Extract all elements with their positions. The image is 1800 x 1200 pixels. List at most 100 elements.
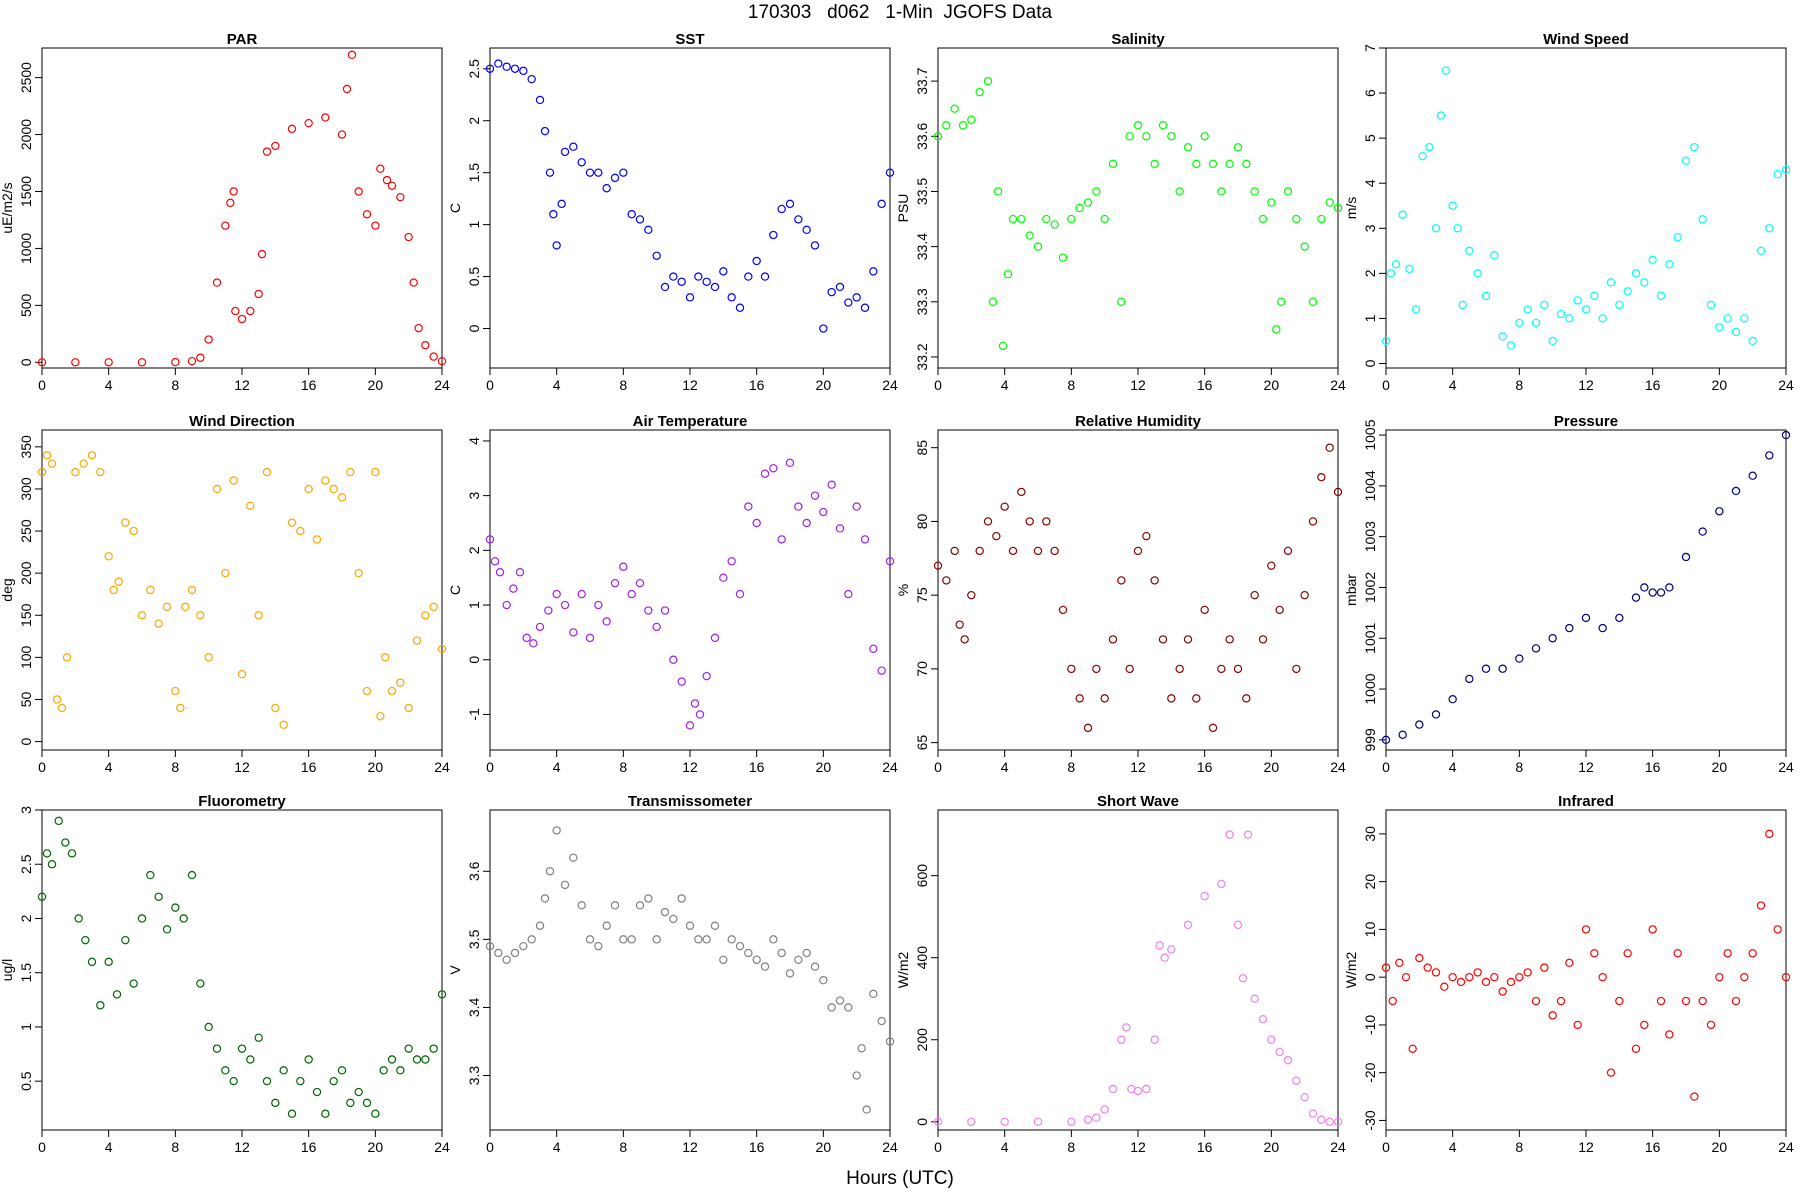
data-point: [975, 546, 984, 556]
data-point: [346, 467, 355, 477]
data-point: [337, 493, 347, 502]
data-point: [549, 210, 558, 219]
data-point: [1325, 443, 1334, 452]
y-tick-label: 33.4: [914, 233, 930, 260]
data-point: [1401, 972, 1411, 982]
data-point: [702, 935, 711, 944]
y-tick-label: 0: [18, 358, 34, 366]
data-point: [844, 589, 853, 599]
x-tick-label: 24: [434, 377, 450, 393]
y-tick-label: 33.2: [914, 343, 930, 370]
y-axis-label: V: [447, 965, 463, 975]
data-point: [1003, 270, 1013, 279]
data-point: [296, 526, 305, 536]
data-point: [371, 467, 380, 477]
data-point: [577, 158, 586, 167]
data-point: [1317, 472, 1326, 482]
data-point: [1715, 507, 1724, 516]
data-point: [719, 573, 728, 582]
data-point: [1598, 972, 1607, 982]
data-points: [933, 76, 1343, 351]
data-point: [552, 241, 561, 250]
data-point: [1756, 246, 1766, 256]
x-tick-label: 12: [234, 759, 250, 775]
data-point: [1531, 996, 1541, 1006]
data-point: [1325, 198, 1334, 207]
data-point: [1233, 143, 1243, 152]
data-point: [379, 1066, 388, 1075]
data-point: [777, 204, 786, 214]
data-point: [1067, 664, 1076, 674]
x-tick-label: 24: [434, 1139, 450, 1155]
data-point: [702, 671, 711, 681]
data-point: [844, 1003, 853, 1012]
y-axis-label: W/m2: [895, 952, 911, 989]
data-point: [560, 600, 570, 610]
data-point: [1411, 305, 1421, 314]
data-point: [1490, 251, 1499, 260]
data-point: [176, 703, 185, 713]
data-point: [810, 962, 820, 971]
data-point: [602, 184, 611, 193]
data-point: [79, 459, 88, 468]
data-point: [835, 282, 845, 292]
data-point: [1481, 664, 1491, 673]
y-tick-label: 3: [18, 806, 34, 814]
data-point: [1317, 214, 1326, 224]
y-tick-label: 2.5: [18, 854, 34, 874]
data-point: [769, 464, 778, 473]
data-point: [635, 578, 645, 588]
data-point: [519, 66, 528, 76]
plot-frame: [41, 809, 443, 1131]
y-tick-label: 1004: [1362, 470, 1378, 501]
data-point: [396, 678, 405, 687]
data-point: [1333, 487, 1343, 497]
data-points: [485, 458, 895, 730]
x-tick-label: 20: [368, 759, 384, 775]
data-point: [769, 230, 778, 240]
data-point: [1283, 546, 1293, 556]
y-tick-label: 2: [18, 914, 34, 922]
data-point: [1017, 487, 1026, 497]
data-point: [1175, 187, 1184, 196]
x-tick-label: 20: [1264, 1139, 1280, 1155]
data-point: [1590, 291, 1599, 301]
data-point: [229, 476, 238, 485]
y-tick-label: 1.5: [466, 163, 482, 183]
data-point: [287, 124, 297, 134]
y-tick-label: 2500: [18, 62, 34, 93]
data-point: [933, 132, 943, 141]
data-point: [221, 221, 230, 230]
x-tick-label: 0: [486, 759, 494, 775]
data-point: [744, 502, 753, 511]
data-point: [1640, 1020, 1649, 1030]
data-point: [1292, 1076, 1301, 1085]
data-point: [1748, 949, 1757, 958]
data-point: [1565, 314, 1574, 323]
data-point: [47, 459, 57, 468]
data-point: [827, 1003, 836, 1012]
data-point: [1523, 968, 1532, 977]
data-point: [81, 935, 90, 945]
data-point: [1515, 318, 1524, 328]
data-point: [1192, 159, 1201, 169]
y-tick-label: 7: [1362, 44, 1378, 52]
data-point: [594, 941, 603, 951]
data-point: [1033, 1117, 1043, 1126]
data-point: [1000, 1117, 1009, 1126]
data-point: [237, 1044, 247, 1053]
data-point: [42, 451, 52, 460]
data-point: [1573, 1020, 1582, 1030]
data-point: [1150, 576, 1159, 585]
data-point: [1083, 723, 1093, 733]
data-point: [852, 293, 861, 302]
data-point: [1008, 546, 1018, 556]
data-point: [204, 335, 213, 344]
data-point: [1748, 471, 1757, 480]
data-point: [37, 467, 47, 477]
x-tick-label: 24: [882, 1139, 898, 1155]
data-point: [719, 267, 728, 276]
data-point: [154, 892, 163, 901]
data-point: [212, 484, 222, 494]
data-point: [1133, 546, 1143, 556]
